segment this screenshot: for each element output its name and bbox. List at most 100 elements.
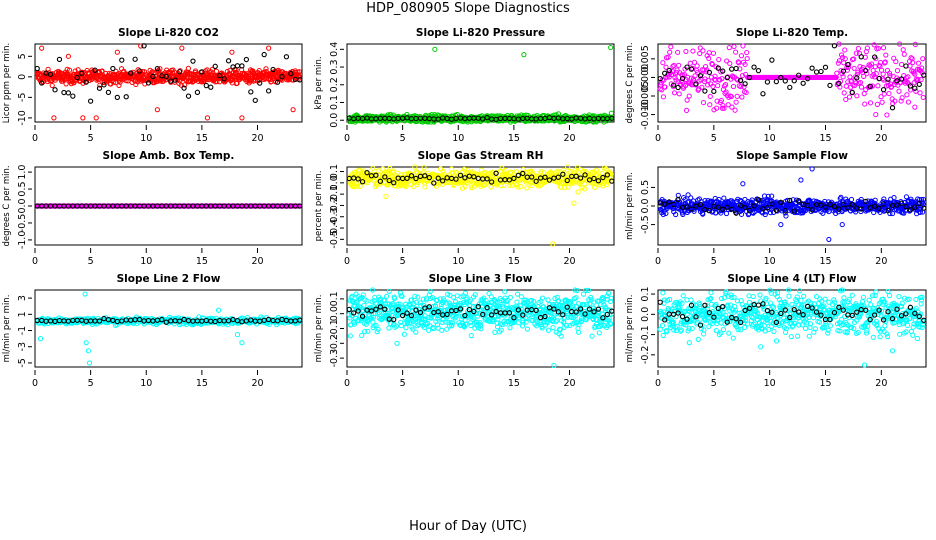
hourly-point — [128, 70, 134, 76]
hourly-point — [225, 58, 232, 64]
data-point — [871, 42, 877, 48]
x-tick-label: 0 — [32, 378, 38, 389]
hourly-point — [79, 70, 85, 76]
data-point — [838, 194, 844, 200]
hourly-point — [248, 89, 254, 95]
x-tick-label: 5 — [711, 133, 717, 144]
panel-title: Slope Li-820 Temp. — [736, 27, 848, 39]
y-tick-label: -3 — [17, 342, 28, 351]
outlier-point — [138, 43, 144, 49]
x-tick-label: 0 — [655, 133, 661, 144]
data-point — [744, 55, 750, 62]
data-point — [734, 93, 740, 99]
x-tick-label: 5 — [400, 133, 406, 144]
outlier-point — [239, 115, 245, 121]
data-point — [213, 68, 220, 74]
data-point — [848, 196, 855, 203]
x-tick-label: 0 — [655, 256, 661, 267]
data-point — [116, 82, 122, 89]
hourly-point — [827, 82, 833, 89]
y-axis-label: percent per min. — [314, 171, 324, 242]
data-point — [687, 60, 693, 66]
y-tick-label: 0.4 — [329, 42, 340, 57]
hourly-point — [154, 65, 161, 72]
data-point — [256, 68, 262, 74]
y-axis-label: ml/min per min. — [314, 295, 324, 363]
data-point — [121, 68, 127, 74]
data-point — [375, 168, 381, 174]
x-tick-label: 0 — [344, 133, 350, 144]
points — [346, 287, 615, 369]
hourly-point — [208, 84, 214, 90]
y-tick-label: 0.0 — [329, 113, 340, 128]
data-point — [920, 56, 926, 62]
data-point — [730, 83, 737, 90]
data-point — [727, 60, 733, 67]
data-point — [715, 82, 721, 89]
data-point — [426, 327, 432, 333]
y-tick-label: -0.5 — [640, 215, 651, 234]
panel-title: Slope Gas Stream RH — [418, 150, 544, 162]
data-point — [917, 90, 923, 96]
data-point — [733, 49, 739, 55]
data-point — [901, 51, 907, 57]
data-point — [896, 88, 902, 94]
hourly-point — [47, 71, 54, 78]
y-tick-label: 0.1 — [329, 95, 340, 110]
x-tick-label: 0 — [344, 378, 350, 389]
outlier-point — [215, 307, 222, 313]
hourly-point — [769, 57, 775, 63]
hourly-point — [729, 66, 735, 72]
hourly-point — [760, 91, 766, 97]
data-point — [209, 66, 215, 72]
x-tick-label: 20 — [875, 256, 887, 267]
y-tick-label: 0.0 — [640, 198, 651, 213]
data-point — [671, 90, 678, 96]
data-point — [182, 82, 188, 88]
data-point — [488, 184, 494, 190]
outlier-point — [912, 104, 918, 110]
y-tick-label: 0.005 — [640, 45, 651, 72]
hourly-point — [39, 80, 45, 86]
data-point — [384, 293, 390, 299]
outlier-point — [82, 291, 88, 297]
data-point — [668, 44, 674, 50]
y-tick-label: 0.1 — [329, 164, 340, 179]
x-tick-label: 15 — [819, 133, 831, 144]
data-point — [671, 62, 677, 69]
hourly-point — [711, 88, 717, 94]
data-point — [900, 47, 906, 53]
hourly-point — [818, 68, 824, 75]
data-point — [204, 67, 210, 73]
hourly-point — [675, 84, 681, 91]
x-tick-label: 0 — [32, 256, 38, 267]
data-point — [675, 49, 681, 55]
data-point — [710, 50, 717, 56]
data-point — [157, 66, 163, 72]
hourly-point — [288, 70, 294, 77]
outlier-point — [740, 181, 746, 187]
outlier-point — [80, 115, 86, 121]
hourly-point — [297, 77, 303, 83]
data-point — [361, 302, 367, 308]
hourly-point — [239, 63, 245, 69]
hourly-point — [234, 63, 241, 69]
x-tick-label: 20 — [563, 256, 575, 267]
data-point — [855, 45, 862, 52]
y-tick-label: 0.5 — [17, 181, 28, 196]
data-point — [296, 74, 302, 80]
hourly-point — [212, 63, 218, 69]
data-point — [707, 102, 713, 108]
outlier-point — [93, 115, 99, 121]
hourly-point — [114, 94, 120, 101]
hourly-point — [916, 81, 922, 88]
data-point — [915, 60, 922, 66]
data-point — [739, 94, 745, 100]
data-point — [690, 48, 696, 54]
hourly-point — [252, 97, 258, 103]
hourly-point — [270, 66, 276, 73]
outlier-point — [85, 348, 92, 354]
hourly-point — [56, 56, 63, 63]
data-point — [884, 112, 890, 118]
